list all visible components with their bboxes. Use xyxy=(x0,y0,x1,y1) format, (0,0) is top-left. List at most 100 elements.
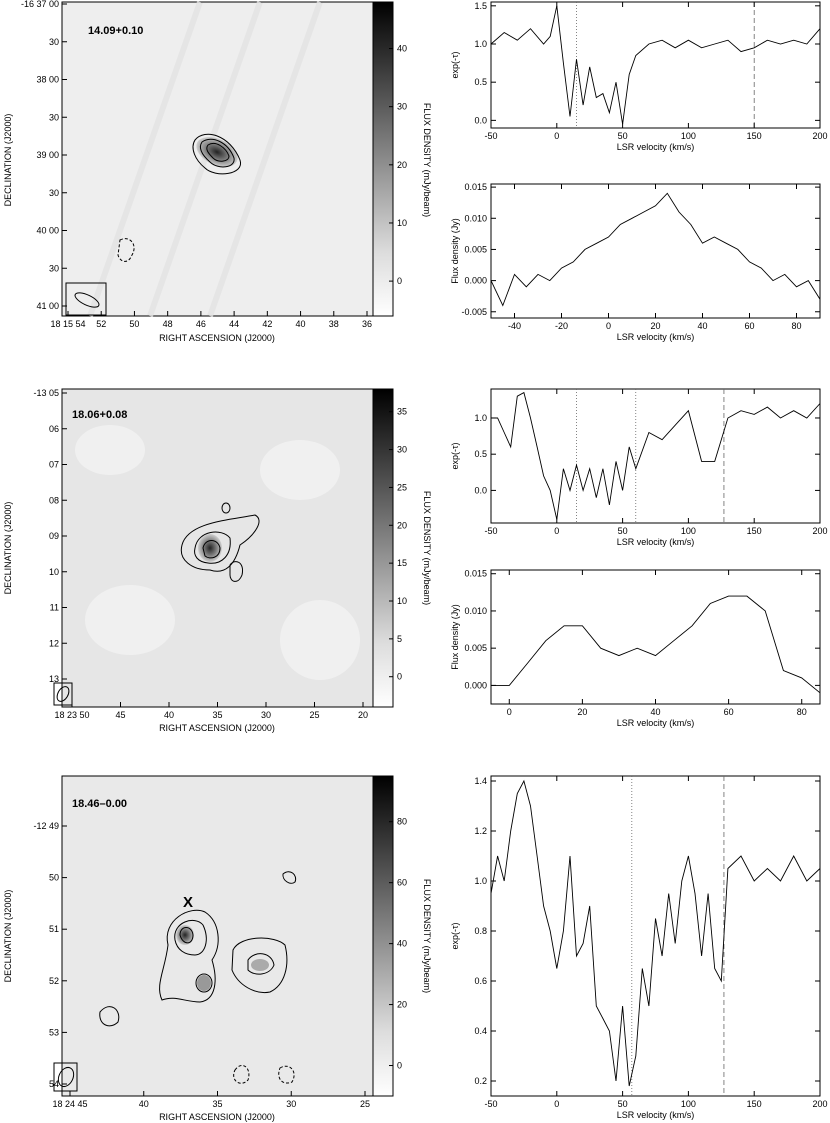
map-xtick-label: 38 xyxy=(329,319,339,329)
spectrum-xtick-label: 80 xyxy=(797,707,807,717)
spectrum-ytick-label: 1.4 xyxy=(474,776,487,786)
colorbar-tick-label: 80 xyxy=(397,817,407,827)
map-panel-2: 18.06+0.08 18 23 50 45 40 35 30 25 20 -13 05 06… xyxy=(3,388,432,733)
source-blob-3c xyxy=(251,959,269,971)
map-xtick-label: 20 xyxy=(358,710,368,720)
spectrum-ytick-label: 0.010 xyxy=(464,213,487,223)
contour-3f xyxy=(195,973,213,993)
spectrum-ytick-label: 1.5 xyxy=(474,1,487,11)
contour-2a xyxy=(180,514,260,572)
map-yticks-2: -13 05 06 07 08 09 10 11 12 13 xyxy=(33,388,67,684)
map-xtick-label: 50 xyxy=(129,319,139,329)
map-source-label-1: 14.09+0.10 xyxy=(88,25,143,37)
plot-frame xyxy=(490,388,821,524)
spectrum-ytick-label: 1.0 xyxy=(474,39,487,49)
spectrum-xtick-label: 100 xyxy=(681,526,696,536)
colorbar-ticks-2: 35 30 25 20 15 10 5 0 xyxy=(389,407,407,682)
plot-frame xyxy=(490,775,821,1097)
spectrum-xtick-label: -50 xyxy=(484,131,497,141)
contour-3a xyxy=(159,909,219,1003)
spectrum-line xyxy=(490,192,821,307)
spectrum-xtick-label: 40 xyxy=(650,707,660,717)
beam-ellipse-3 xyxy=(57,1066,75,1088)
colorbar-1 xyxy=(372,1,394,317)
map-xtick-label: 18 24 45 xyxy=(52,1099,87,1109)
beam-box-1 xyxy=(65,282,107,316)
map-ytick-label: -13 05 xyxy=(33,388,59,398)
spectrum-xtick-label: 0 xyxy=(554,1099,559,1109)
colorbar-tick-label: 20 xyxy=(397,520,407,530)
map-ytick-label: 30 xyxy=(49,263,59,273)
contour-2e xyxy=(221,502,231,514)
contour-1c xyxy=(206,142,230,162)
colorbar-tick-label: 35 xyxy=(397,407,407,417)
map-xtick-label: 35 xyxy=(212,710,222,720)
colorbar-tick-label: 30 xyxy=(397,102,407,112)
contour-1a xyxy=(192,133,241,175)
spectrum-xtick-label: 0 xyxy=(554,526,559,536)
spectrum-panel-3: -50 0 50 100 150 200 0.0 0.5 1.0 LSR velocity (km… xyxy=(450,388,828,547)
map-xlabel-3: RIGHT ASCENSION (J2000) xyxy=(159,1112,275,1122)
spectrum-ytick-label: 0.005 xyxy=(464,643,487,653)
contour-1b xyxy=(199,138,235,168)
map-ytick-label: 52 xyxy=(49,976,59,986)
colorbar-tick-label: 10 xyxy=(397,218,407,228)
spectrum-xtick-label: 100 xyxy=(681,131,696,141)
spectrum-xtick-label: -50 xyxy=(484,526,497,536)
beam-box-2 xyxy=(53,682,73,706)
map-xtick-label: 40 xyxy=(164,710,174,720)
map-xticks-1: 18 15 54 52 50 48 46 44 42 40 38 36 xyxy=(50,311,372,329)
map-xtick-label: 35 xyxy=(212,1099,222,1109)
spectrum-ytick-label: 0.0 xyxy=(474,115,487,125)
spectrum-xtick-label: -20 xyxy=(555,321,568,331)
spectrum-xtick-label: 20 xyxy=(650,321,660,331)
map-ytick-label: 30 xyxy=(49,188,59,198)
beam-ellipse-1 xyxy=(74,292,100,308)
map-xtick-label: 30 xyxy=(261,710,271,720)
colorbar-tick-label: 25 xyxy=(397,482,407,492)
source-blob-3a xyxy=(176,925,194,945)
plot-frame xyxy=(490,569,821,705)
colorbar-label-2: FLUX DENSITY (mJy/beam) xyxy=(422,491,432,605)
spectrum-ytick-label: 0.0 xyxy=(474,485,487,495)
map-ylabel-2: DECLINATION (J2000) xyxy=(3,502,13,595)
spectrum-xtick-label: 20 xyxy=(577,707,587,717)
map-yticks-3: -12 49 50 51 52 53 54 xyxy=(33,821,67,1089)
spectrum-ytick-label: 0.4 xyxy=(474,1026,487,1036)
spectrum-xtick-label: 60 xyxy=(744,321,754,331)
map-ytick-label: 09 xyxy=(49,531,59,541)
colorbar-tick-label: 40 xyxy=(397,44,407,54)
contour-2c xyxy=(202,540,221,559)
spectrum-xtick-label: 150 xyxy=(747,1099,762,1109)
map-ytick-label: 11 xyxy=(50,603,59,613)
contour-3h xyxy=(282,871,297,884)
map-source-label-3: 18.46–0.00 xyxy=(72,798,127,810)
map-ytick-label: 13 xyxy=(49,674,59,684)
map-xtick-label: 46 xyxy=(196,319,206,329)
map-ytick-label: 54 xyxy=(49,1079,59,1089)
map-xtick-label: 45 xyxy=(115,710,125,720)
spectrum-xtick-label: 80 xyxy=(791,321,801,331)
spectrum-xtick-label: 200 xyxy=(812,1099,827,1109)
map-ytick-label: 07 xyxy=(49,460,59,470)
map-xtick-label: 52 xyxy=(96,319,106,329)
spectrum-line xyxy=(490,779,821,1087)
map-ytick-label: 30 xyxy=(49,112,59,122)
spectrum-ylabel: exp(-τ) xyxy=(450,442,460,469)
contour-3g xyxy=(99,1006,120,1027)
spectrum-ytick-label: 0.8 xyxy=(474,926,487,936)
map-panel-1: 14.09+0.10 18 15 54 52 50 48 46 44 42 40 38 36 -1… xyxy=(3,0,432,343)
beam-box-3 xyxy=(53,1062,78,1092)
map-xlabel-1: RIGHT ASCENSION (J2000) xyxy=(159,333,275,343)
map-ytick-label: 06 xyxy=(49,424,59,434)
spectrum-panel-5: -50 0 50 100 150 200 0.2 0.4 0.6 0.8 1.0 1.2 1.4 LSR … xyxy=(450,775,828,1120)
spectrum-ytick-label: 0.000 xyxy=(464,680,487,690)
spectrum-xlabel: LSR velocity (km/s) xyxy=(617,1110,695,1120)
map-yticks-1: -16 37 00 30 38 00 30 39 00 30 40 00 30 41 00 xyxy=(21,0,67,311)
map-ytick-label: 39 00 xyxy=(36,150,59,160)
plot-frame xyxy=(490,183,821,319)
map-xtick-label: 18 23 50 xyxy=(54,710,89,720)
spectrum-xtick-label: 40 xyxy=(697,321,707,331)
spectrum-xtick-label: 150 xyxy=(747,131,762,141)
